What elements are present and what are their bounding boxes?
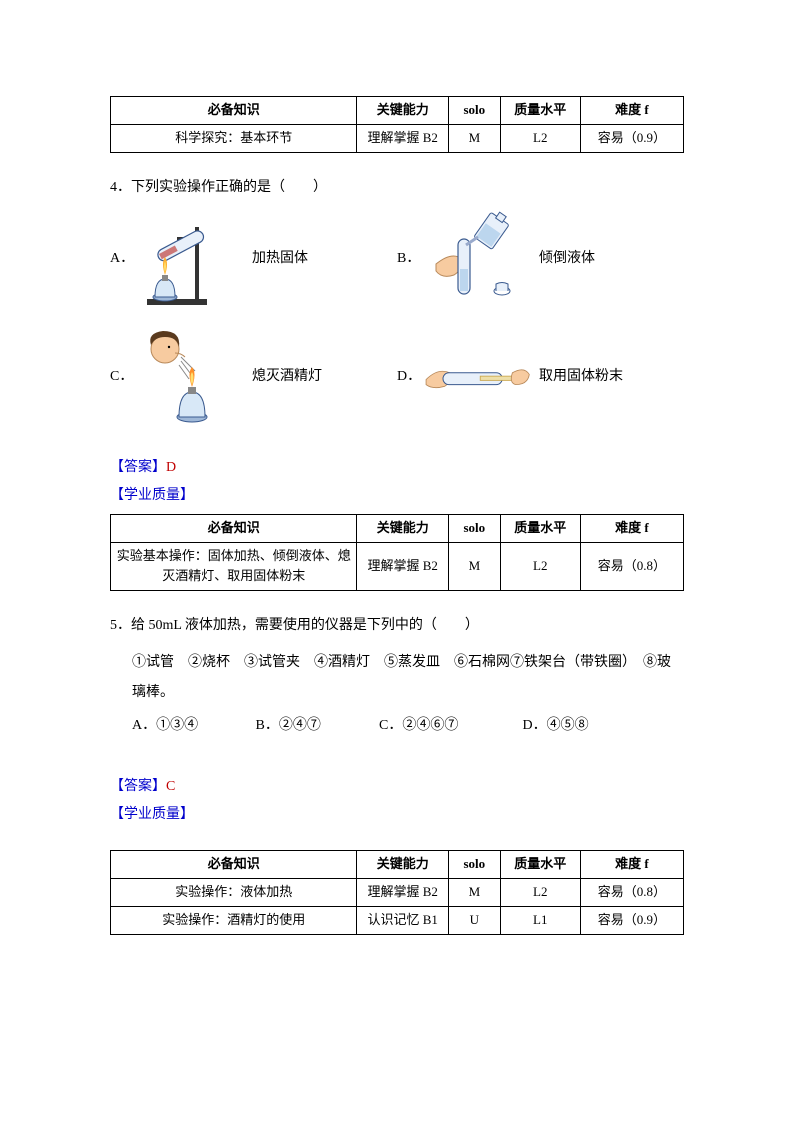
th-difficulty: 难度 f [580,97,683,125]
q4-option-d: D． 取用固体粉末 [397,327,684,427]
option-letter: C． [110,366,134,388]
q4-quality-label: 【学业质量】 [110,485,684,507]
th-difficulty: 难度 f [580,851,683,879]
cell-level: L2 [500,124,580,152]
th-knowledge: 必备知识 [111,514,357,542]
option-text: 熄灭酒精灯 [252,366,322,388]
pour-liquid-icon [421,209,531,309]
q5-choices: A．①③④ B．②④⑦ C．②④⑥⑦ D．④⑤⑧ [132,715,684,737]
q4-options: A． 加热固体 B． [110,209,684,445]
assessment-table-q4: 必备知识 关键能力 solo 质量水平 难度 f 实验基本操作：固体加热、倾倒液… [110,514,684,591]
q5-stem: 5．给 50mL 液体加热，需要使用的仪器是下列中的（ ） [110,615,684,637]
assessment-table-q5: 必备知识 关键能力 solo 质量水平 难度 f 实验操作：液体加热 理解掌握 … [110,850,684,934]
answer-letter: C [166,779,175,794]
choice-b: B．②④⑦ [256,715,376,737]
cell-knowledge: 实验基本操作：固体加热、倾倒液体、熄灭酒精灯、取用固体粉末 [111,542,357,591]
th-solo: solo [449,514,501,542]
cell-ability: 理解掌握 B2 [357,542,449,591]
assessment-table-top: 必备知识 关键能力 solo 质量水平 难度 f 科学探究：基本环节 理解掌握 … [110,96,684,153]
cell-solo: M [449,124,501,152]
answer-letter: D [166,460,176,475]
q4-option-a: A． 加热固体 [110,209,397,309]
table-row: 科学探究：基本环节 理解掌握 B2 M L2 容易（0.9） [111,124,684,152]
cell-difficulty: 容易（0.9） [580,124,683,152]
cell-level: L2 [500,542,580,591]
option-letter: B． [397,248,421,270]
q5-items: ①试管 ②烧杯 ③试管夹 ④酒精灯 ⑤蒸发皿 ⑥石棉网⑦铁架台（带铁圈） ⑧玻璃… [132,648,684,710]
table-row: 实验操作：酒精灯的使用 认识记忆 B1 U L1 容易（0.9） [111,906,684,934]
cell-solo: M [449,542,501,591]
cell-knowledge: 实验操作：液体加热 [111,879,357,907]
q4-option-b: B． 倾倒液体 [397,209,684,309]
cell-solo: M [449,879,501,907]
th-solo: solo [449,851,501,879]
cell-difficulty: 容易（0.9） [580,906,683,934]
cell-difficulty: 容易（0.8） [580,542,683,591]
table-row: 实验操作：液体加热 理解掌握 B2 M L2 容易（0.8） [111,879,684,907]
answer-label: 【答案】 [110,779,166,794]
cell-solo: U [449,906,501,934]
q4-stem: 4．下列实验操作正确的是（ ） [110,177,684,199]
scoop-powder-icon [421,327,531,427]
q4-option-c: C． 熄灭酒精灯 [110,327,397,427]
th-ability: 关键能力 [357,851,449,879]
cell-knowledge: 实验操作：酒精灯的使用 [111,906,357,934]
th-ability: 关键能力 [357,514,449,542]
th-knowledge: 必备知识 [111,97,357,125]
cell-ability: 认识记忆 B1 [357,906,449,934]
cell-ability: 理解掌握 B2 [357,124,449,152]
choice-d: D．④⑤⑧ [523,715,643,737]
choice-a: A．①③④ [132,715,252,737]
cell-knowledge: 科学探究：基本环节 [111,124,357,152]
th-level: 质量水平 [500,851,580,879]
th-difficulty: 难度 f [580,514,683,542]
th-knowledge: 必备知识 [111,851,357,879]
table-row: 实验基本操作：固体加热、倾倒液体、熄灭酒精灯、取用固体粉末 理解掌握 B2 M … [111,542,684,591]
cell-ability: 理解掌握 B2 [357,879,449,907]
cell-level: L2 [500,879,580,907]
option-text: 倾倒液体 [539,248,595,270]
option-letter: D． [397,366,421,388]
option-letter: A． [110,248,134,270]
blow-lamp-icon [134,327,244,427]
option-text: 取用固体粉末 [539,366,623,388]
th-solo: solo [449,97,501,125]
th-level: 质量水平 [500,97,580,125]
q5-answer: 【答案】C [110,776,684,798]
heat-solid-icon [134,209,244,309]
cell-level: L1 [500,906,580,934]
option-text: 加热固体 [252,248,308,270]
q4-answer: 【答案】D [110,457,684,479]
answer-label: 【答案】 [110,460,166,475]
q5-quality-label: 【学业质量】 [110,804,684,826]
cell-difficulty: 容易（0.8） [580,879,683,907]
choice-c: C．②④⑥⑦ [379,715,519,737]
th-ability: 关键能力 [357,97,449,125]
th-level: 质量水平 [500,514,580,542]
